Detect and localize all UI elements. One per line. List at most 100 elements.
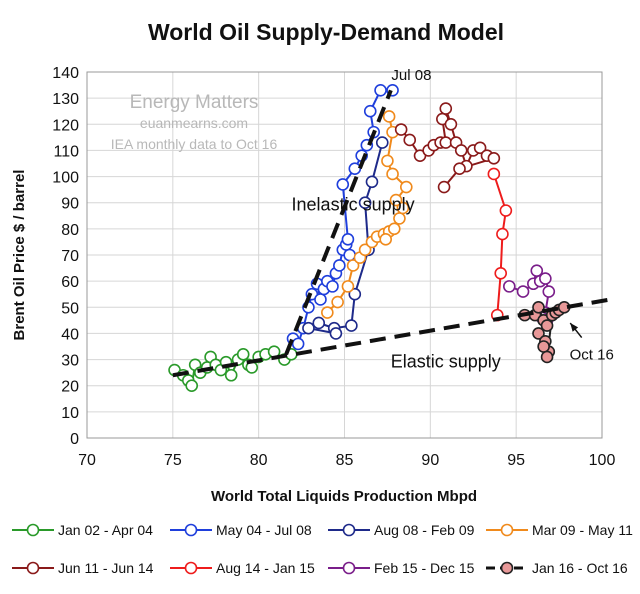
data-point — [345, 319, 358, 332]
legend-swatch-marker — [500, 561, 514, 575]
legend-swatch-marker — [500, 523, 514, 537]
annotation-label: Oct 16 — [570, 347, 614, 364]
y-tick-label: 40 — [61, 326, 79, 343]
legend-item: Aug 08 - Feb 09 — [328, 522, 475, 538]
data-point — [341, 233, 355, 246]
data-point — [439, 136, 453, 149]
data-point — [382, 110, 396, 123]
trend-lines — [172, 89, 611, 378]
series-mar-09-may-11 — [321, 110, 413, 319]
legend-item: Aug 14 - Jan 15 — [170, 560, 315, 576]
x-axis-label: World Total Liquids Production Mbpd — [211, 488, 477, 505]
x-tick-label: 100 — [589, 452, 616, 469]
data-point — [502, 280, 516, 293]
data-point — [331, 295, 344, 309]
data-point — [532, 327, 545, 340]
chart-title: World Oil Supply-Demand Model — [148, 19, 504, 45]
legend-label: Jan 02 - Apr 04 — [58, 522, 153, 538]
data-point — [236, 348, 250, 361]
data-point — [348, 162, 362, 176]
legend-swatch-marker — [26, 523, 40, 537]
legend-swatch-marker — [184, 561, 198, 575]
data-point — [454, 144, 468, 157]
legend-swatch-marker — [184, 523, 198, 537]
legend: Jan 02 - Apr 04 May 04 - Jul 08 Aug 08 - F… — [12, 522, 633, 576]
y-tick-label: 50 — [61, 300, 79, 317]
tick-labels: 0 10 20 30 40 50 60 70 80 90 100 110 120 130 140 70 75 80… — [52, 65, 615, 469]
y-tick-label: 0 — [70, 431, 79, 448]
data-point — [394, 123, 408, 136]
legend-label: Aug 14 - Jan 15 — [216, 560, 315, 576]
data-point — [379, 233, 393, 246]
watermark-line-2: euanmearns.com — [140, 115, 248, 131]
x-tick-label: 90 — [421, 452, 439, 469]
data-point — [403, 133, 417, 147]
annotation-label: Jul 08 — [391, 67, 431, 84]
data-point — [374, 84, 387, 97]
x-tick-label: 70 — [78, 452, 96, 469]
legend-label: Jun 11 - Jun 14 — [58, 560, 154, 576]
legend-swatch-marker — [342, 523, 356, 537]
annotations: Jul 08 Inelastic supply Elastic supply Oct … — [292, 67, 614, 372]
plot-frame — [86, 71, 603, 439]
series-jan-16-oct-16 — [518, 300, 571, 364]
legend-item: Jan 16 - Oct 16 — [486, 560, 628, 576]
x-tick-label: 85 — [336, 452, 354, 469]
data-point — [185, 379, 199, 393]
watermark-line-3: IEA monthly data to Oct 16 — [111, 136, 278, 152]
legend-item: May 04 - Jul 08 — [170, 522, 312, 538]
data-point — [381, 154, 394, 168]
legend-label: Feb 15 - Dec 15 — [374, 560, 475, 576]
data-point — [358, 243, 372, 257]
data-point — [291, 337, 305, 351]
y-tick-label: 110 — [53, 143, 79, 160]
legend-item: Jun 11 - Jun 14 — [12, 560, 154, 576]
y-tick-label: 80 — [61, 222, 79, 239]
y-tick-label: 90 — [61, 196, 79, 213]
data-point — [439, 102, 453, 115]
legend-label: Mar 09 - May 11 — [532, 522, 633, 538]
data-point — [314, 293, 327, 306]
legend-label: Aug 08 - Feb 09 — [374, 522, 475, 538]
annotation-label: Elastic supply — [391, 351, 501, 371]
data-point — [399, 180, 413, 194]
data-point — [540, 350, 554, 364]
data-point — [444, 117, 458, 131]
data-point — [387, 222, 401, 236]
data-point — [321, 306, 334, 319]
series-jun-11-jun-14 — [394, 102, 501, 194]
watermark: Energy Matters euanmearns.com IEA monthl… — [111, 92, 278, 152]
data-point — [343, 248, 356, 262]
y-tick-label: 70 — [61, 248, 79, 265]
data-point — [326, 280, 339, 293]
data-point — [336, 178, 350, 191]
data-point — [539, 272, 552, 285]
y-tick-label: 100 — [52, 170, 79, 187]
y-tick-label: 130 — [52, 91, 79, 108]
legend-swatch-marker — [342, 561, 356, 575]
data-point — [499, 204, 513, 217]
data-point — [375, 136, 389, 149]
data-point — [365, 175, 379, 189]
data-point — [396, 201, 410, 215]
data-point — [329, 327, 343, 340]
legend-swatch-marker — [26, 561, 40, 575]
legend-item: Feb 15 - Dec 15 — [328, 560, 475, 576]
data-point — [224, 368, 238, 382]
data-point — [473, 141, 487, 155]
data-point — [494, 266, 508, 280]
data-point — [333, 259, 346, 272]
y-tick-label: 60 — [61, 274, 79, 291]
legend-label: May 04 - Jul 08 — [216, 522, 312, 538]
annotation-arrowhead — [570, 323, 579, 332]
y-tick-label: 140 — [52, 65, 79, 82]
data-point — [346, 259, 360, 272]
data-point — [341, 280, 355, 293]
data-point — [537, 340, 550, 353]
annotation-label: Inelastic supply — [292, 195, 415, 215]
data-point — [358, 196, 372, 210]
y-tick-label: 30 — [61, 353, 79, 370]
data-point — [487, 167, 501, 181]
